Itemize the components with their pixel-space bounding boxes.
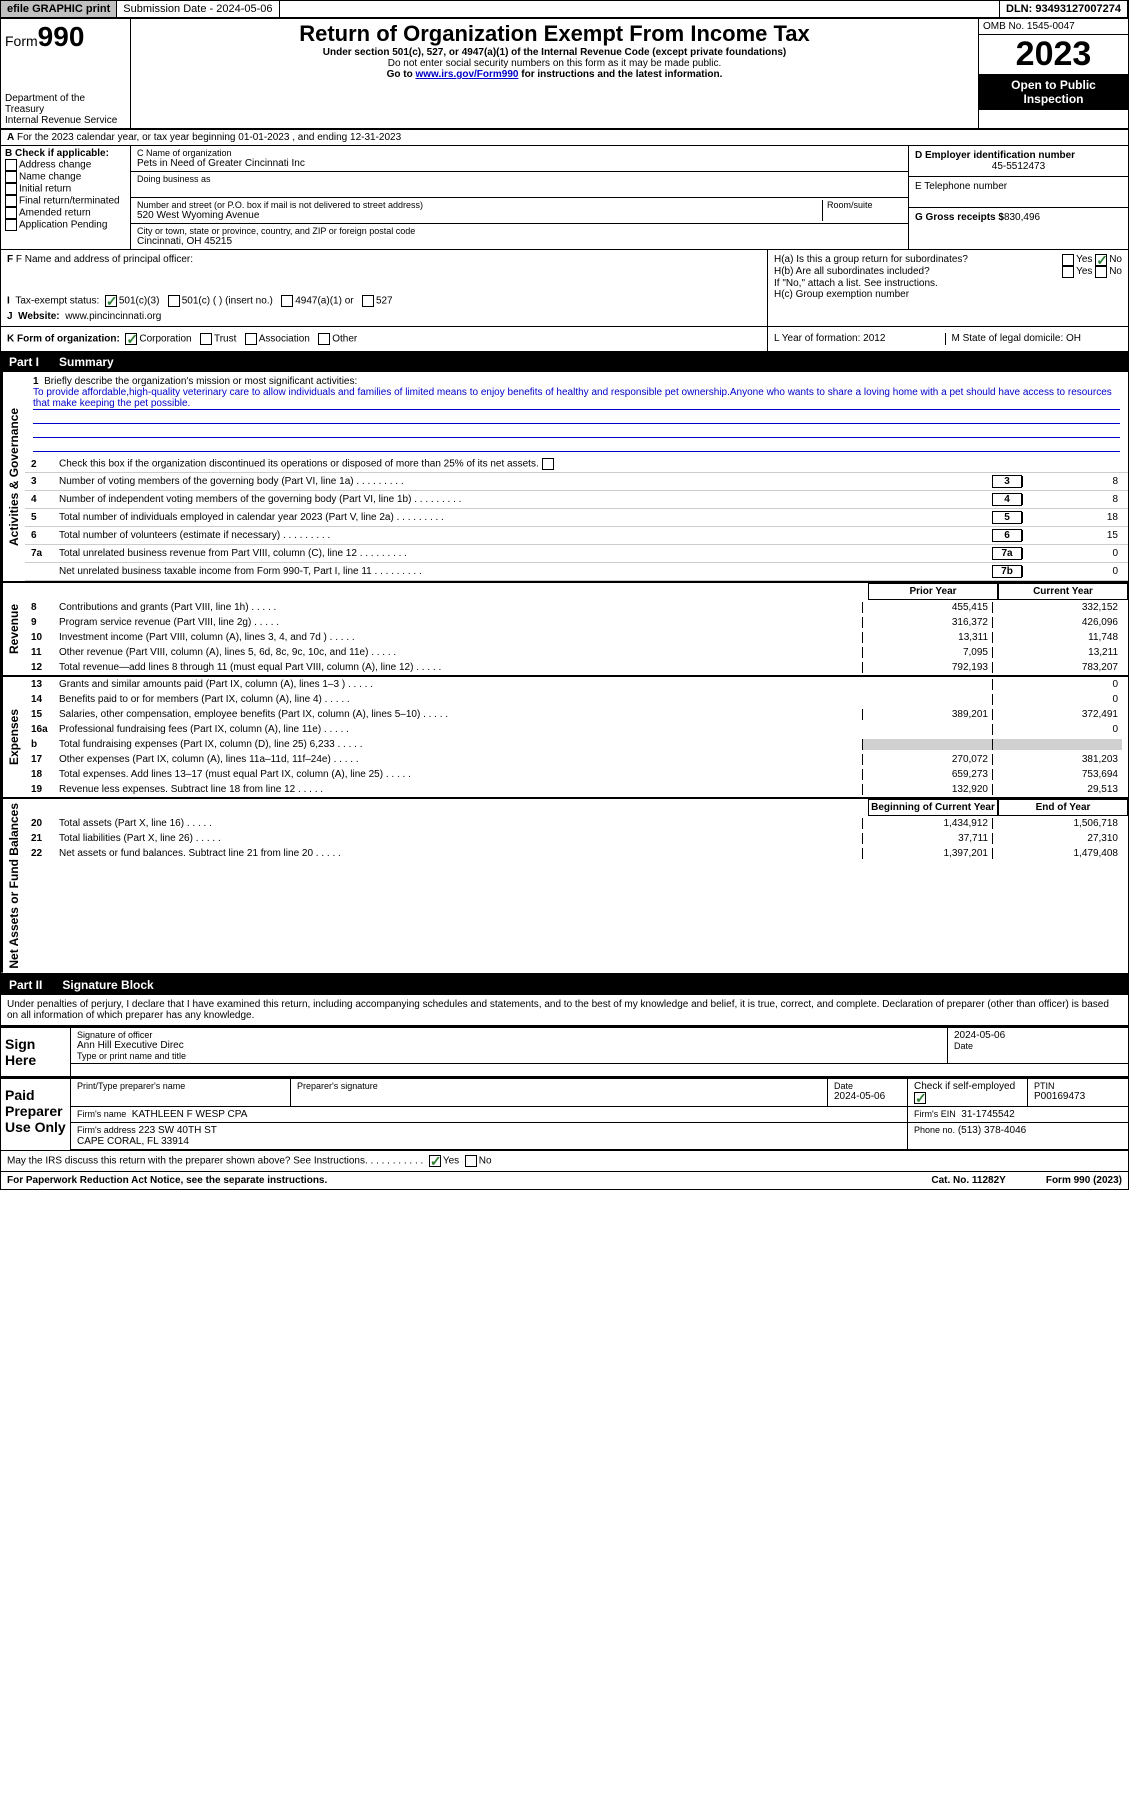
chk-self-employed[interactable] — [914, 1092, 926, 1104]
chk-line2[interactable] — [542, 458, 554, 470]
perjury-text: Under penalties of perjury, I declare th… — [1, 995, 1128, 1026]
chk-address-change[interactable]: Address change — [5, 159, 126, 171]
ein-value: 45-5512473 — [915, 161, 1122, 172]
form-header: Form990 Department of the Treasury Inter… — [1, 19, 1128, 130]
website-url: www.pincincinnati.org — [65, 311, 161, 322]
public-inspection: Open to Public Inspection — [979, 74, 1128, 110]
chk-final-return[interactable]: Final return/terminated — [5, 195, 126, 207]
chk-4947[interactable] — [281, 295, 293, 307]
irs-label: Internal Revenue Service — [5, 115, 126, 126]
firm-name: KATHLEEN F WESP CPA — [132, 1109, 248, 1120]
form-prefix: Form — [5, 33, 38, 49]
goto-suffix: for instructions and the latest informat… — [518, 69, 722, 80]
chk-trust[interactable] — [200, 333, 212, 345]
col-end: End of Year — [998, 799, 1128, 816]
discuss-row: May the IRS discuss this return with the… — [1, 1151, 1128, 1172]
street-address: 520 West Wyoming Avenue — [137, 210, 822, 221]
ha-yes[interactable] — [1062, 254, 1074, 266]
paperwork-notice: For Paperwork Reduction Act Notice, see … — [7, 1175, 931, 1186]
box-b-label: B Check if applicable: — [5, 148, 126, 159]
box-i: I Tax-exempt status: 501(c)(3) 501(c) ( … — [7, 295, 761, 307]
org-name: Pets in Need of Greater Cincinnati Inc — [137, 158, 902, 169]
paid-preparer-label: Paid Preparer Use Only — [1, 1079, 71, 1150]
sign-here-label: Sign Here — [1, 1028, 71, 1076]
ha-no[interactable] — [1095, 254, 1107, 266]
sidebar-netassets: Net Assets or Fund Balances — [1, 799, 25, 973]
firm-ein: 31-1745542 — [961, 1109, 1014, 1120]
sidebar-expenses: Expenses — [1, 677, 25, 797]
hb-note: If "No," attach a list. See instructions… — [774, 278, 1122, 289]
phone-label: E Telephone number — [915, 181, 1122, 192]
sig-date: 2024-05-06 — [954, 1030, 1122, 1041]
efile-button[interactable]: efile GRAPHIC print — [1, 1, 117, 17]
box-m: M State of legal domicile: OH — [946, 333, 1123, 345]
form-title: Return of Organization Exempt From Incom… — [139, 21, 970, 47]
discuss-yes[interactable] — [429, 1155, 441, 1167]
chk-501c3[interactable] — [105, 295, 117, 307]
part2-header: Part IISignature Block — [1, 975, 1128, 995]
officer-name: Ann Hill Executive Direc — [77, 1040, 941, 1051]
col-begin: Beginning of Current Year — [868, 799, 998, 816]
chk-name-change[interactable]: Name change — [5, 171, 126, 183]
dba-label: Doing business as — [137, 174, 902, 184]
dln: DLN: 93493127007274 — [999, 1, 1128, 17]
box-b: B Check if applicable: Address change Na… — [1, 146, 131, 249]
chk-amended[interactable]: Amended return — [5, 207, 126, 219]
firm-phone: (513) 378-4046 — [958, 1125, 1026, 1136]
form-number: 990 — [38, 21, 85, 52]
chk-other[interactable] — [318, 333, 330, 345]
city-state-zip: Cincinnati, OH 45215 — [137, 236, 902, 247]
chk-501c[interactable] — [168, 295, 180, 307]
sidebar-governance: Activities & Governance — [1, 372, 25, 581]
hb-yes[interactable] — [1062, 266, 1074, 278]
gross-label: G Gross receipts $ — [915, 212, 1004, 223]
chk-527[interactable] — [362, 295, 374, 307]
hb-no[interactable] — [1095, 266, 1107, 278]
discuss-no[interactable] — [465, 1155, 477, 1167]
part1-header: Part ISummary — [1, 352, 1128, 372]
city-label: City or town, state or province, country… — [137, 226, 902, 236]
addr-label: Number and street (or P.O. box if mail i… — [137, 200, 822, 210]
box-f-label: F F Name and address of principal office… — [7, 254, 761, 265]
tax-year: 2023 — [979, 35, 1128, 74]
goto-link[interactable]: www.irs.gov/Form990 — [415, 69, 518, 80]
mission-text: To provide affordable,high-quality veter… — [33, 387, 1120, 410]
box-c: C Name of organization Pets in Need of G… — [131, 146, 908, 249]
ptin: P00169473 — [1034, 1091, 1122, 1102]
hc-label: H(c) Group exemption number — [774, 289, 1122, 300]
hb-label: H(b) Are all subordinates included? — [774, 266, 1062, 278]
col-prior: Prior Year — [868, 583, 998, 600]
top-bar: efile GRAPHIC print Submission Date - 20… — [1, 1, 1128, 19]
ein-label: D Employer identification number — [915, 150, 1122, 161]
ha-label: H(a) Is this a group return for subordin… — [774, 254, 1062, 266]
firm-addr1: 223 SW 40TH ST — [139, 1125, 217, 1136]
line1-label: Briefly describe the organization's miss… — [44, 376, 357, 387]
col-current: Current Year — [998, 583, 1128, 600]
sig-officer-label: Signature of officer — [77, 1030, 941, 1040]
row-a: A For the 2023 calendar year, or tax yea… — [1, 130, 1128, 146]
submission-date: Submission Date - 2024-05-06 — [117, 1, 279, 17]
chk-assoc[interactable] — [245, 333, 257, 345]
form-footer: Form 990 (2023) — [1046, 1175, 1122, 1186]
gross-receipts: 830,496 — [1004, 212, 1040, 223]
org-name-label: C Name of organization — [137, 148, 902, 158]
box-k: K Form of organization: Corporation Trus… — [1, 327, 768, 351]
chk-corp[interactable] — [125, 333, 137, 345]
box-j: J Website: www.pincincinnati.org — [7, 311, 761, 322]
room-label: Room/suite — [827, 200, 902, 210]
dept-treasury: Department of the Treasury — [5, 93, 126, 115]
box-l: L Year of formation: 2012 — [774, 333, 946, 345]
sidebar-revenue: Revenue — [1, 583, 25, 675]
form-subtitle: Under section 501(c), 527, or 4947(a)(1)… — [139, 47, 970, 58]
goto-prefix: Go to — [387, 69, 416, 80]
firm-addr2: CAPE CORAL, FL 33914 — [77, 1136, 189, 1147]
omb-number: OMB No. 1545-0047 — [979, 19, 1128, 35]
box-d: D Employer identification number 45-5512… — [908, 146, 1128, 249]
chk-initial-return[interactable]: Initial return — [5, 183, 126, 195]
chk-application-pending[interactable]: Application Pending — [5, 219, 126, 231]
cat-no: Cat. No. 11282Y — [931, 1175, 1005, 1186]
ssn-warning: Do not enter social security numbers on … — [139, 58, 970, 69]
